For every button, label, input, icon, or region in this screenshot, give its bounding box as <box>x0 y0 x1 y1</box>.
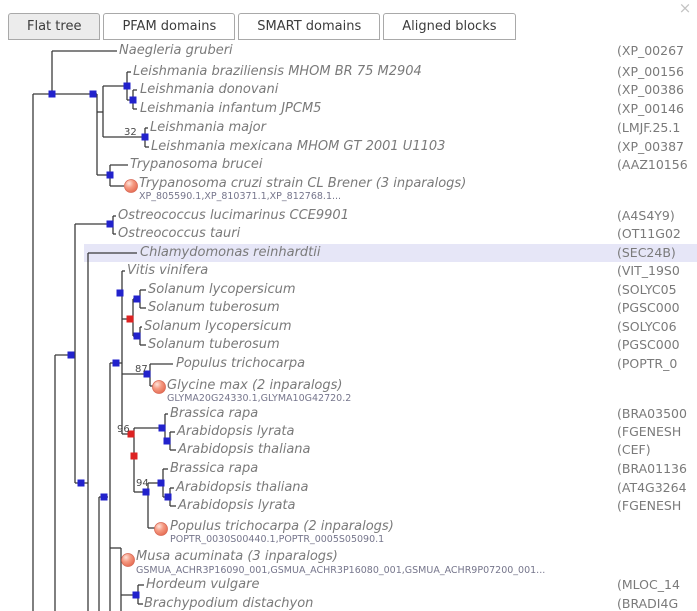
species-label[interactable]: Leishmania braziliensis MHOM BR 75 M2904 <box>133 64 422 79</box>
accession-id: (XP_00146 <box>617 101 684 116</box>
accession-id: (CEF) <box>617 442 651 457</box>
accession-id: (PGSC000 <box>617 300 680 315</box>
speciation-node-icon[interactable] <box>157 479 165 487</box>
close-icon[interactable]: × <box>678 0 692 17</box>
accession-id: (SOLYC05 <box>617 282 677 297</box>
species-label[interactable]: Populus trichocarpa (2 inparalogs) <box>170 519 394 534</box>
duplication-node-icon[interactable] <box>127 430 135 438</box>
species-label[interactable]: Naegleria gruberi <box>119 43 233 58</box>
inparalog-accession-list: GLYMA20G24330.1,GLYMA10G42720.2 <box>167 393 352 404</box>
species-label[interactable]: Arabidopsis lyrata <box>177 424 295 439</box>
speciation-node-icon[interactable] <box>129 96 137 104</box>
tab-smart-domains[interactable]: SMART domains <box>238 13 381 40</box>
species-label[interactable]: Leishmania major <box>150 120 266 135</box>
speciation-node-icon[interactable] <box>142 488 150 496</box>
accession-id: (BRA01136 <box>617 461 687 476</box>
species-label[interactable]: Leishmania donovani <box>140 82 279 97</box>
species-label[interactable]: Chlamydomonas reinhardtii <box>140 245 321 260</box>
accession-id: (FGENESH <box>617 424 682 439</box>
inparalog-accession-list: XP_805590.1,XP_810371.1,XP_812768.1... <box>139 191 342 202</box>
speciation-node-icon[interactable] <box>67 351 75 359</box>
accession-id: (XP_00156 <box>617 64 684 79</box>
accession-id: (MLOC_14 <box>617 577 680 592</box>
species-label[interactable]: Populus trichocarpa <box>176 356 306 371</box>
species-label[interactable]: Solanum tuberosum <box>148 337 280 352</box>
tab-bar: Flat tree PFAM domains SMART domains Aligne… <box>8 13 516 40</box>
bootstrap-value: 32 <box>124 127 137 138</box>
speciation-node-icon[interactable] <box>141 133 149 141</box>
tab-flat-tree[interactable]: Flat tree <box>8 13 101 40</box>
species-label[interactable]: Brassica rapa <box>170 461 259 476</box>
inparalog-accession-list: POPTR_0030S00440.1,POPTR_0005S05090.1 <box>170 534 385 545</box>
accession-id: (XP_00387 <box>617 139 684 154</box>
inparalog-sphere-icon[interactable] <box>154 522 168 536</box>
speciation-node-icon[interactable] <box>106 220 114 228</box>
speciation-node-icon[interactable] <box>132 591 140 599</box>
tab-aligned-blocks[interactable]: Aligned blocks <box>383 13 516 40</box>
duplication-node-icon[interactable] <box>126 315 134 323</box>
accession-id: (VIT_19S0 <box>617 263 680 278</box>
accession-id: (BRA03500 <box>617 406 687 421</box>
speciation-node-icon[interactable] <box>100 493 108 501</box>
speciation-node-icon[interactable] <box>133 295 141 303</box>
speciation-node-icon[interactable] <box>106 171 114 179</box>
species-label[interactable]: Trypanosoma brucei <box>130 157 263 172</box>
speciation-node-icon[interactable] <box>89 90 97 98</box>
species-label[interactable]: Arabidopsis thaliana <box>176 480 309 495</box>
species-label[interactable]: Solanum tuberosum <box>148 300 280 315</box>
speciation-node-icon[interactable] <box>77 479 85 487</box>
accession-id: (PGSC000 <box>617 337 680 352</box>
accession-id: (SOLYC06 <box>617 319 677 334</box>
accession-id: (SEC24B) <box>617 245 676 260</box>
species-label[interactable]: Solanum lycopersicum <box>148 282 296 297</box>
accession-id: (FGENESH <box>617 498 682 513</box>
speciation-node-icon[interactable] <box>48 90 56 98</box>
speciation-node-icon[interactable] <box>116 289 124 297</box>
species-label[interactable]: Glycine max (2 inparalogs) <box>167 378 343 393</box>
accession-id: (OT11G02 <box>617 226 681 241</box>
bootstrap-value: 94 <box>136 478 149 489</box>
species-label[interactable]: Leishmania infantum JPCM5 <box>140 101 322 116</box>
speciation-node-icon[interactable] <box>112 359 120 367</box>
species-label[interactable]: Arabidopsis thaliana <box>178 442 311 457</box>
duplication-node-icon[interactable] <box>130 452 138 460</box>
accession-id: (XP_00267 <box>617 43 684 58</box>
species-label[interactable]: Ostreococcus tauri <box>118 226 241 241</box>
selected-row-highlight <box>84 244 697 262</box>
species-label[interactable]: Trypanosoma cruzi strain CL Brener (3 in… <box>139 176 467 191</box>
species-label[interactable]: Brachypodium distachyon <box>144 596 314 611</box>
accession-id: (BRADI4G <box>617 596 679 611</box>
inparalog-accession-list: GSMUA_ACHR3P16090_001,GSMUA_ACHR3P16080_… <box>136 565 546 576</box>
species-label[interactable]: Solanum lycopersicum <box>144 319 292 334</box>
speciation-node-icon[interactable] <box>133 332 141 340</box>
accession-id: (XP_00386 <box>617 82 684 97</box>
accession-id: (A4S4Y9) <box>617 208 675 223</box>
bootstrap-value: 87 <box>135 364 148 375</box>
bootstrap-value: 96 <box>117 424 130 435</box>
species-label[interactable]: Ostreococcus lucimarinus CCE9901 <box>118 208 349 223</box>
species-label[interactable]: Arabidopsis lyrata <box>178 498 296 513</box>
speciation-node-icon[interactable] <box>158 424 166 432</box>
species-label[interactable]: Brassica rapa <box>170 406 259 421</box>
species-label[interactable]: Leishmania mexicana MHOM GT 2001 U1103 <box>151 139 446 154</box>
inparalog-sphere-icon[interactable] <box>121 553 135 567</box>
speciation-node-icon[interactable] <box>164 493 172 501</box>
accession-id: (POPTR_0 <box>617 356 678 371</box>
tab-pfam-domains[interactable]: PFAM domains <box>103 13 236 40</box>
inparalog-sphere-icon[interactable] <box>124 179 138 193</box>
accession-id: (LMJF.25.1 <box>617 120 681 135</box>
speciation-node-icon[interactable] <box>123 82 131 90</box>
speciation-node-icon[interactable] <box>143 370 151 378</box>
accession-id: (AAZ10156 <box>617 157 688 172</box>
species-label[interactable]: Vitis vinifera <box>127 263 209 278</box>
species-label[interactable]: Hordeum vulgare <box>146 577 260 592</box>
speciation-node-icon[interactable] <box>163 437 171 445</box>
accession-id: (AT4G3264 <box>617 480 687 495</box>
species-label[interactable]: Musa acuminata (3 inparalogs) <box>136 549 338 564</box>
inparalog-sphere-icon[interactable] <box>152 380 166 394</box>
